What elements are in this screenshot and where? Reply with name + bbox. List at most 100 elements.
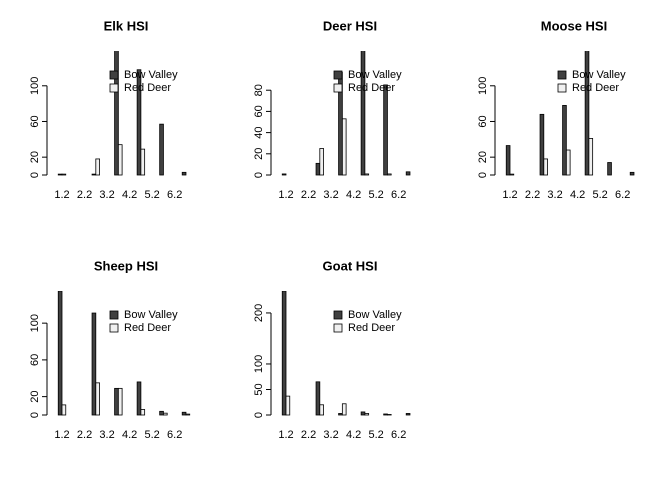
legend-swatch (557, 83, 567, 93)
bar (114, 51, 119, 176)
y-tick-label: 200 (253, 304, 265, 322)
bar (163, 412, 168, 416)
bar (341, 403, 347, 416)
bar (588, 138, 594, 176)
legend-label: Bow Valley (348, 69, 402, 81)
bar (91, 312, 97, 416)
legend-swatch (109, 323, 119, 333)
x-tick-label: 2.2 (77, 189, 92, 201)
bar (319, 148, 324, 176)
y-tick-label: 50 (253, 383, 265, 395)
bar (159, 123, 164, 176)
y-tick-label: 80 (253, 84, 265, 96)
bar (140, 148, 146, 176)
x-tick-label: 2.2 (301, 189, 316, 201)
bar (136, 69, 142, 176)
legend-swatch (109, 70, 119, 80)
bar (509, 173, 515, 176)
bar (117, 387, 123, 416)
bar (57, 291, 63, 416)
x-tick-label: 5.2 (145, 189, 160, 201)
x-tick-label: 2.2 (77, 429, 92, 441)
bar (315, 162, 321, 176)
chart-title: Deer HSI (323, 18, 377, 33)
x-tick-label: 6.2 (615, 189, 630, 201)
bar (61, 173, 67, 176)
legend-label: Red Deer (124, 82, 171, 94)
x-tick-label: 1.2 (502, 189, 517, 201)
y-tick-label: 100 (253, 355, 265, 373)
bar (91, 173, 97, 176)
legend-swatch (109, 310, 119, 320)
y-tick-label: 60 (477, 115, 489, 127)
bar (338, 413, 343, 416)
y-tick-label: 100 (29, 314, 41, 332)
x-tick-label: 3.2 (547, 189, 562, 201)
legend-label: Red Deer (348, 322, 395, 334)
chart-title: Goat HSI (323, 258, 378, 273)
bar (57, 173, 63, 176)
bar (285, 395, 291, 416)
legend-label: Red Deer (572, 82, 619, 94)
bar (315, 381, 321, 416)
plot-area (505, 51, 635, 176)
bar (95, 382, 100, 416)
legend-label: Bow Valley (572, 69, 626, 81)
plot-area (57, 291, 191, 416)
x-tick-label: 6.2 (391, 189, 406, 201)
x-tick-label: 1.2 (278, 189, 293, 201)
x-tick-label: 4.2 (122, 429, 137, 441)
x-tick-label: 1.2 (278, 429, 293, 441)
y-tick-label: 0 (253, 412, 265, 418)
y-tick-label: 60 (29, 354, 41, 366)
x-tick-label: 3.2 (323, 429, 338, 441)
legend-swatch (557, 70, 567, 80)
y-tick-label: 0 (477, 172, 489, 178)
bar (383, 413, 388, 416)
x-tick-label: 2.2 (301, 429, 316, 441)
bar (405, 413, 411, 416)
bar (281, 173, 287, 176)
bar (136, 381, 142, 416)
x-tick-label: 4.2 (346, 189, 361, 201)
legend-label: Red Deer (348, 82, 395, 94)
chart-title: Moose HSI (541, 18, 607, 33)
x-tick-label: 5.2 (145, 429, 160, 441)
bar (319, 404, 324, 416)
x-tick-label: 6.2 (167, 429, 182, 441)
x-tick-label: 6.2 (167, 189, 182, 201)
x-tick-label: 3.2 (99, 189, 114, 201)
bar (584, 51, 590, 176)
y-tick-label: 60 (253, 105, 265, 117)
legend-swatch (109, 83, 119, 93)
bar (405, 171, 411, 176)
x-tick-label: 4.2 (122, 189, 137, 201)
x-tick-label: 5.2 (369, 429, 384, 441)
legend-label: Bow Valley (124, 309, 178, 321)
legend-label: Bow Valley (124, 69, 178, 81)
chart-title: Elk HSI (104, 18, 149, 33)
x-tick-label: 6.2 (391, 429, 406, 441)
bar (185, 413, 191, 416)
bar (364, 413, 370, 416)
legend-label: Red Deer (124, 322, 171, 334)
plot-area (281, 51, 411, 176)
bar (505, 145, 511, 176)
x-tick-label: 4.2 (570, 189, 585, 201)
x-tick-label: 1.2 (54, 189, 69, 201)
bar (360, 51, 366, 176)
y-tick-label: 20 (477, 151, 489, 163)
legend-label: Bow Valley (348, 309, 402, 321)
bar (159, 410, 164, 416)
y-tick-label: 40 (253, 126, 265, 138)
legend-swatch (333, 83, 343, 93)
x-tick-label: 4.2 (346, 429, 361, 441)
legend-swatch (333, 310, 343, 320)
x-tick-label: 5.2 (369, 189, 384, 201)
bar (629, 171, 635, 176)
y-tick-label: 20 (253, 148, 265, 160)
legend-swatch (333, 70, 343, 80)
bar (61, 404, 67, 416)
bar (383, 84, 388, 176)
